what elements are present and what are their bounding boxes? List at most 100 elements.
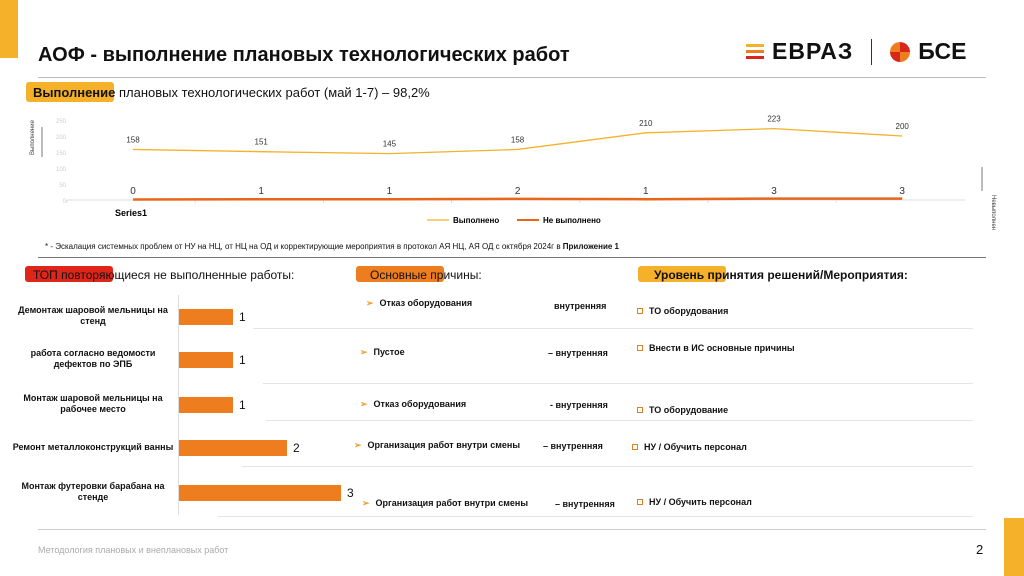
divider xyxy=(38,257,986,258)
highlight xyxy=(25,266,113,282)
decision-item: НУ / Обучить персонал xyxy=(632,442,747,452)
data-label: 1 xyxy=(643,186,649,197)
bar xyxy=(179,309,233,325)
section-title: Выполнение плановых технологических рабо… xyxy=(33,85,430,100)
reason-type: - внутренняя xyxy=(550,400,608,410)
reason-type: – внутренняя xyxy=(555,499,615,509)
decision-item: Внести в ИС основные причины xyxy=(637,343,795,353)
highlight xyxy=(638,266,726,282)
y-axis-label-left: Выполнение xyxy=(30,119,36,155)
y-tick-label: 0 xyxy=(63,199,67,205)
bar-value: 2 xyxy=(293,441,300,455)
evraz-logo-icon xyxy=(746,44,764,59)
y-tick-label: 100 xyxy=(56,167,67,173)
arrow-bullet-icon: ➢ xyxy=(366,298,374,308)
bar-label: работа согласно ведомости дефектов по ЭП… xyxy=(30,348,156,369)
reason-text: Пустое xyxy=(373,347,405,357)
data-label: 145 xyxy=(383,140,397,149)
decision-text: НУ / Обучить персонал xyxy=(644,442,747,452)
data-label: 0 xyxy=(130,186,136,197)
footnote: * - Эскалация системных проблем от НУ на… xyxy=(45,242,619,251)
legend-label: Не выполнено xyxy=(543,216,601,225)
arrow-bullet-icon: ➢ xyxy=(360,399,368,409)
line-chart: 0 50 100 150 200 250 Series1 Выполнение Невыполн… xyxy=(30,115,996,230)
row-divider xyxy=(263,383,973,384)
reason-text: Организация работ внутри смены xyxy=(375,498,529,508)
reason-type: – внутренняя xyxy=(543,441,603,451)
series-line-not-done xyxy=(132,197,903,201)
bar-value: 1 xyxy=(239,310,246,324)
decision-text: ТО оборудования xyxy=(649,306,729,316)
reason-item: ➢ Организация работ внутри смены xyxy=(354,440,520,451)
checkbox-bullet-icon xyxy=(637,345,643,351)
bar-value: 1 xyxy=(239,398,246,412)
category-label: Series1 xyxy=(115,208,147,218)
data-label: 158 xyxy=(126,135,140,144)
decision-text: Внести в ИС основные причины xyxy=(649,343,795,353)
logo-bse: БСЕ xyxy=(918,38,967,64)
row-divider xyxy=(253,328,973,329)
row-divider xyxy=(218,516,973,517)
reason-text: Отказ оборудования xyxy=(379,298,473,308)
arrow-bullet-icon: ➢ xyxy=(360,347,368,357)
reason-text: Отказ оборудования xyxy=(373,399,467,409)
decision-item: НУ / Обучить персонал xyxy=(637,497,752,507)
y-tick-label: 200 xyxy=(56,135,67,141)
corner-accent xyxy=(0,0,18,58)
row-divider xyxy=(266,420,973,421)
row-divider xyxy=(242,466,973,467)
reason-item: ➢ Отказ оборудования xyxy=(360,399,466,410)
data-label: 3 xyxy=(899,186,905,197)
checkbox-bullet-icon xyxy=(637,499,643,505)
highlight xyxy=(26,82,114,102)
reason-text: Организация работ внутри смены xyxy=(367,440,521,450)
data-label: 3 xyxy=(771,186,777,197)
bar xyxy=(179,485,341,501)
svg-text:Выполнение: Выполнение xyxy=(30,119,36,155)
data-label: 1 xyxy=(387,186,393,197)
reason-item: ➢ Пустое xyxy=(360,347,405,358)
bse-logo-icon xyxy=(890,41,911,62)
bar-label: Монтаж футеровки барабана на стенде xyxy=(21,481,165,502)
logo: ЕВРАЗ БСЕ xyxy=(746,38,966,65)
data-label: 151 xyxy=(255,138,269,147)
arrow-bullet-icon: ➢ xyxy=(362,498,370,508)
data-label: 2 xyxy=(515,186,521,197)
bar xyxy=(179,397,233,413)
reason-type: внутренняя xyxy=(554,301,607,311)
section-decisions-title: Уровень принятия решений/Мероприятия: xyxy=(654,268,908,282)
bar-value: 1 xyxy=(239,353,246,367)
page-number: 2 xyxy=(976,542,984,557)
highlight xyxy=(356,266,444,282)
y-tick-label: 150 xyxy=(56,151,67,157)
reason-item: ➢ Отказ оборудования xyxy=(366,298,472,309)
footer-text: Методология плановых и внеплановых работ xyxy=(38,545,229,555)
reason-type: – внутренняя xyxy=(548,348,608,358)
decision-item: ТО оборудования xyxy=(637,306,728,316)
bar xyxy=(179,352,233,368)
data-label: 200 xyxy=(896,122,910,131)
divider xyxy=(38,529,986,530)
page-title: АОФ - выполнение плановых технологически… xyxy=(38,44,570,66)
arrow-bullet-icon: ➢ xyxy=(354,440,362,450)
decision-item: ТО оборудование xyxy=(637,405,728,415)
checkbox-bullet-icon xyxy=(632,444,638,450)
data-label: 1 xyxy=(258,186,264,197)
bar-label: Ремонт металлоконструкций ванны xyxy=(12,442,174,452)
section-top-title: ТОП повторяющиеся не выполненные работы: xyxy=(33,268,295,282)
data-label: 210 xyxy=(639,119,653,128)
logo-evraz: ЕВРАЗ xyxy=(772,38,854,64)
bar-label: Монтаж шаровой мельницы на рабочее место xyxy=(23,393,163,414)
y-axis-label-right: Невыполнение xyxy=(990,195,996,230)
y-tick-label: 250 xyxy=(56,119,67,125)
section-reasons-title: Основные причины: xyxy=(370,268,482,282)
bar-axis xyxy=(178,295,179,515)
checkbox-bullet-icon xyxy=(637,407,643,413)
divider xyxy=(38,77,986,78)
data-label: 223 xyxy=(767,115,781,124)
bar-value: 3 xyxy=(347,486,354,500)
decision-text: НУ / Обучить персонал xyxy=(649,497,752,507)
bar xyxy=(179,440,287,456)
reason-item: ➢ Организация работ внутри смены xyxy=(362,498,528,509)
series-line-done xyxy=(132,127,903,155)
